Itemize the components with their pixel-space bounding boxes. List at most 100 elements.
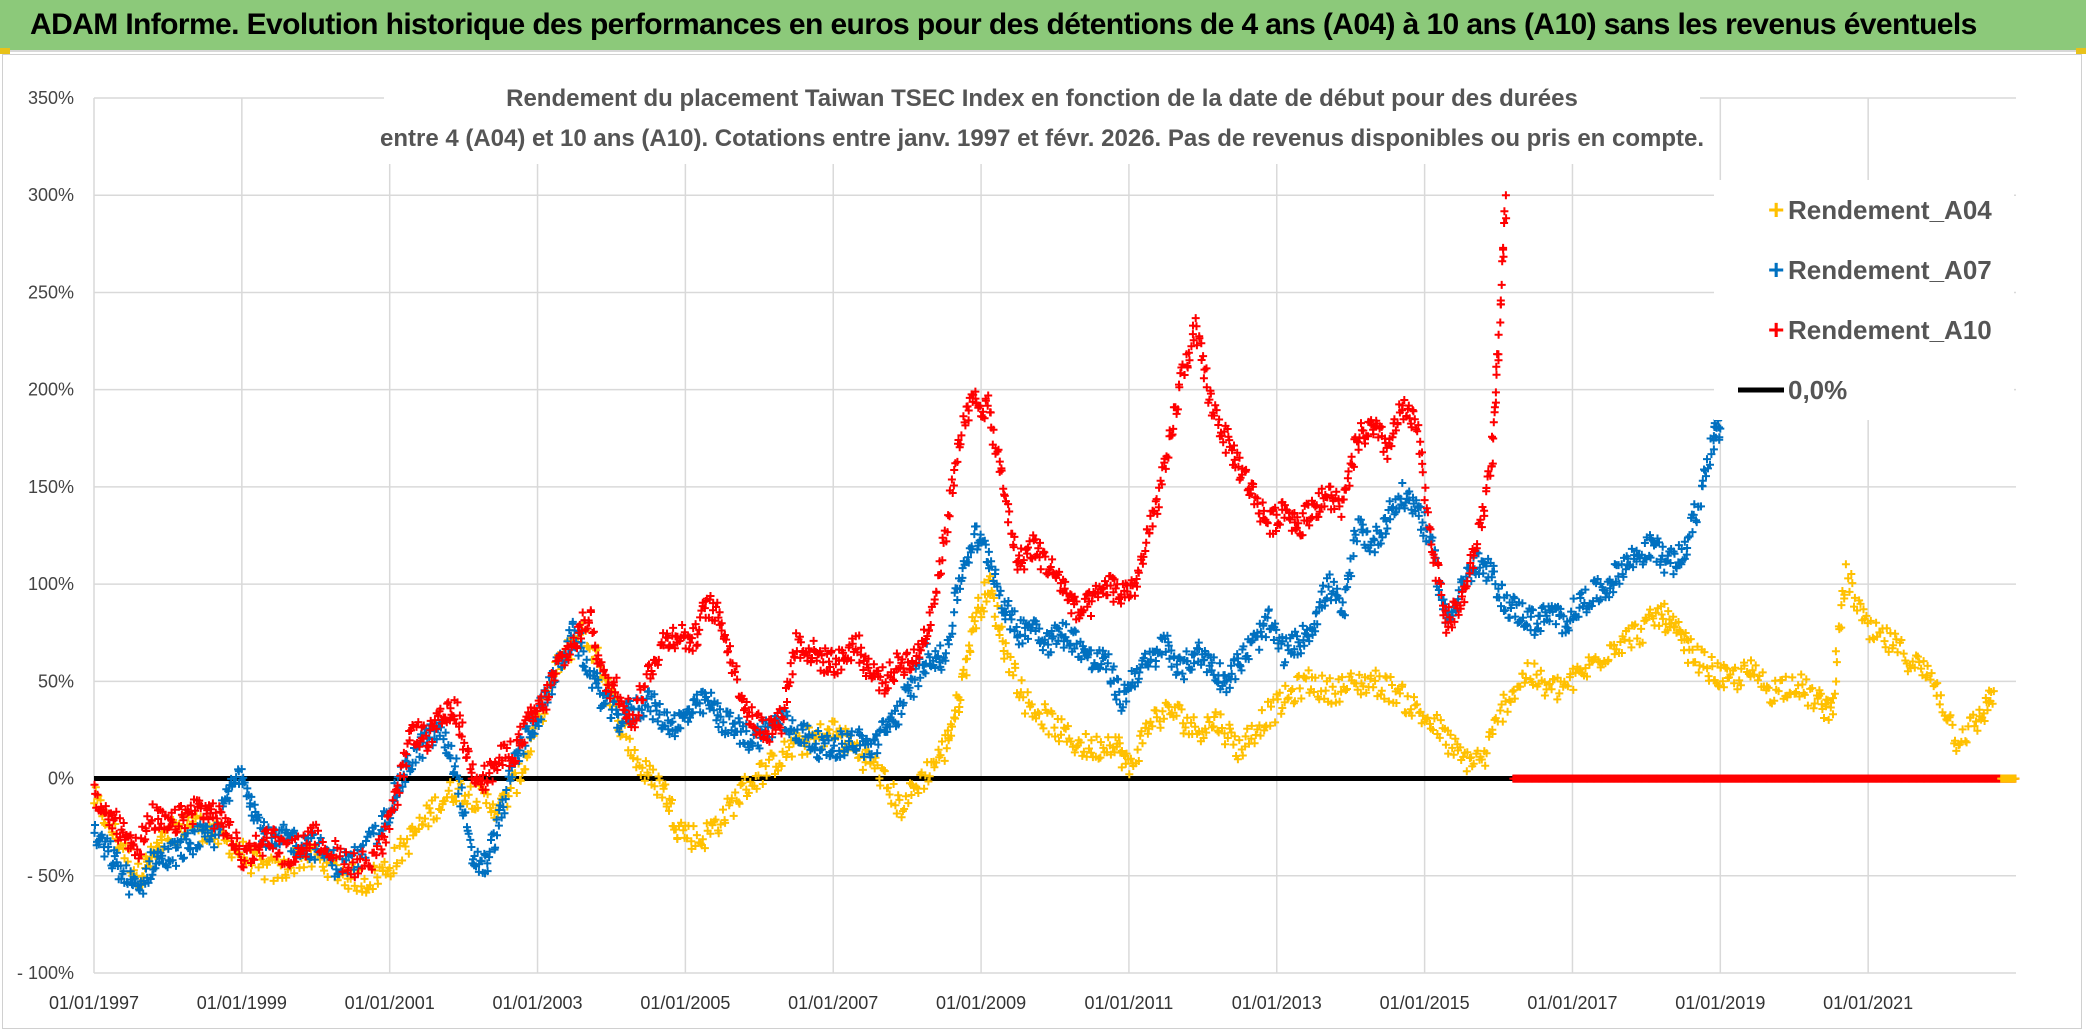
data-point — [825, 725, 834, 734]
x-tick-label: 01/01/2003 — [492, 993, 582, 1013]
data-point — [1528, 606, 1537, 615]
data-point — [901, 792, 910, 801]
data-point — [829, 741, 838, 750]
data-point — [876, 781, 885, 790]
data-point — [777, 762, 786, 770]
data-point — [180, 824, 189, 833]
data-point — [1197, 356, 1206, 364]
data-point — [477, 857, 486, 866]
data-point — [1702, 472, 1710, 481]
data-point — [1050, 723, 1059, 732]
data-point — [823, 731, 832, 740]
data-point — [640, 776, 649, 785]
data-point — [1962, 738, 1971, 747]
data-point — [314, 839, 323, 848]
data-point — [1038, 646, 1047, 655]
data-point — [1335, 594, 1344, 603]
data-point — [1071, 627, 1080, 636]
data-point — [1680, 554, 1689, 563]
x-tick-label: 01/01/2011 — [1085, 993, 1174, 1013]
data-point — [502, 786, 511, 794]
data-point — [899, 698, 908, 707]
data-point — [930, 763, 939, 772]
data-point — [1609, 588, 1618, 597]
data-point — [736, 780, 745, 789]
data-point — [188, 850, 197, 859]
data-point — [892, 809, 901, 818]
data-point — [1229, 740, 1238, 749]
data-point — [1536, 627, 1545, 635]
data-point — [389, 869, 398, 878]
data-point — [1159, 714, 1168, 723]
data-point — [1044, 640, 1053, 649]
legend-label-a07: Rendement_A07 — [1788, 255, 1992, 285]
data-point — [1267, 702, 1275, 711]
data-point — [1516, 682, 1525, 691]
data-point — [1961, 737, 1970, 746]
data-point — [173, 827, 181, 836]
data-point — [1212, 677, 1221, 686]
data-point — [1569, 685, 1578, 694]
data-point — [1110, 690, 1119, 699]
data-point — [970, 617, 979, 626]
data-point — [219, 799, 228, 808]
y-tick-label: 250% — [28, 282, 74, 302]
data-point — [1593, 575, 1602, 583]
data-point — [716, 712, 725, 721]
data-point — [418, 820, 427, 829]
data-point — [1036, 565, 1045, 574]
data-point — [454, 789, 463, 798]
data-point — [1241, 732, 1250, 741]
data-point — [1356, 515, 1365, 524]
data-point — [1856, 599, 1865, 608]
data-point — [1148, 722, 1157, 731]
data-point — [738, 779, 747, 788]
data-point — [1146, 717, 1155, 726]
data-point — [1347, 452, 1356, 461]
data-point — [765, 755, 773, 764]
data-point — [1816, 689, 1825, 698]
data-point — [403, 835, 412, 844]
data-point — [1283, 694, 1292, 703]
data-point — [951, 714, 960, 723]
data-point — [910, 675, 919, 684]
data-point — [1027, 700, 1036, 709]
data-point — [780, 737, 789, 746]
data-point — [1238, 751, 1247, 760]
data-point — [982, 597, 991, 606]
data-point — [948, 629, 957, 638]
data-point — [668, 717, 677, 726]
data-point — [1361, 673, 1369, 682]
data-point — [164, 844, 173, 853]
data-point — [323, 873, 332, 881]
data-point — [1700, 648, 1709, 657]
data-point — [1011, 663, 1020, 672]
data-point — [1467, 753, 1476, 762]
data-point — [1290, 697, 1299, 706]
data-point — [668, 796, 676, 804]
data-point — [463, 799, 472, 808]
data-point — [836, 752, 845, 761]
data-point — [1802, 675, 1811, 684]
data-point — [644, 771, 653, 780]
data-point — [1831, 647, 1840, 656]
data-point — [1451, 734, 1460, 743]
data-point — [1103, 659, 1112, 668]
y-tick-label: 0% — [48, 769, 74, 789]
data-point — [1555, 689, 1564, 698]
data-point — [1653, 534, 1662, 543]
data-point — [1047, 627, 1056, 635]
data-point — [950, 608, 959, 617]
data-point — [1081, 730, 1090, 738]
data-point — [1210, 713, 1219, 721]
data-point — [1057, 631, 1066, 640]
data-point — [1655, 538, 1663, 547]
data-point — [950, 466, 959, 474]
data-point — [953, 596, 962, 604]
data-point — [223, 831, 232, 840]
data-point — [653, 717, 662, 726]
data-point — [1363, 527, 1372, 536]
data-point — [1362, 688, 1371, 697]
data-point — [1247, 734, 1256, 743]
data-point — [973, 545, 982, 554]
